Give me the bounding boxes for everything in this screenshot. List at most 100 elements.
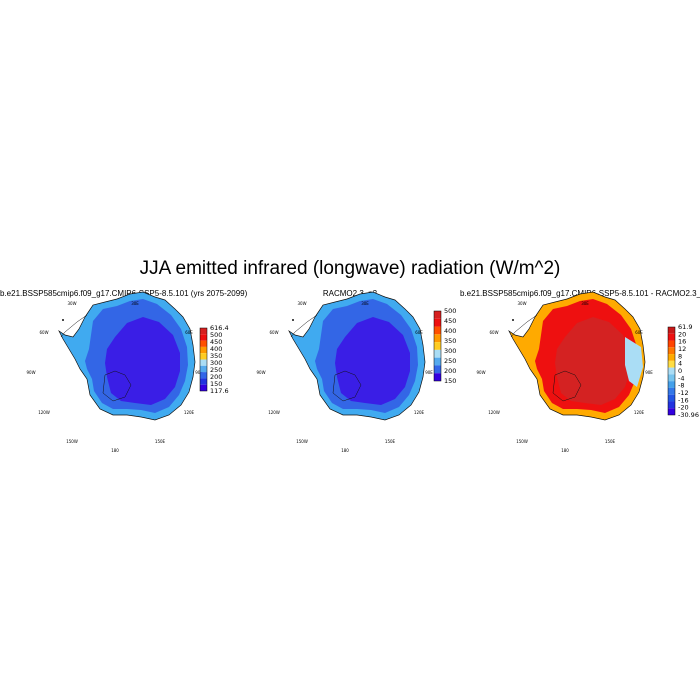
lon-label-30e: 30E	[361, 301, 369, 306]
colorbar-swatch	[668, 327, 675, 334]
lon-label-60e: 60E	[185, 330, 193, 335]
colorbar-label: 16	[678, 338, 686, 346]
colorbar-label: 400	[444, 327, 456, 335]
colorbar-swatch	[200, 372, 207, 379]
colorbar-swatch	[200, 340, 207, 347]
island-marker	[292, 319, 294, 321]
colorbar-label: -8	[678, 382, 684, 390]
antarctica-map: 30W 30E 60W 60E 90W 90E 120W 120E 150W 150E 180	[26, 291, 203, 453]
colorbar-swatch	[200, 378, 207, 385]
colorbar-label: 450	[444, 317, 456, 325]
colorbar-swatch	[668, 408, 675, 415]
colorbar-label: 8	[678, 352, 682, 360]
colorbar-swatch	[434, 365, 441, 374]
panel-title-1: b.e21.BSSP585cmip6.f09_g17.CMIP6-SSP5-8.…	[0, 289, 248, 298]
lon-label-60w: 60W	[269, 330, 278, 335]
colorbar-swatch	[434, 311, 441, 319]
colorbar-label: -12	[678, 389, 689, 397]
colorbar-swatch	[668, 347, 675, 355]
colorbar-label: 200	[210, 373, 222, 381]
lon-label-90w: 90W	[476, 370, 485, 375]
lon-label-120e: 120E	[184, 410, 195, 415]
lon-label-150w: 150W	[66, 439, 78, 444]
colorbar-swatch	[434, 373, 441, 381]
colorbar-frame	[433, 310, 442, 382]
colorbar-label: 12	[678, 345, 686, 353]
colorbar-label: 4	[678, 360, 682, 368]
colorbar-swatch	[668, 360, 675, 368]
peninsula-outline	[60, 314, 88, 338]
colorbar-swatch	[200, 328, 207, 335]
colorbar-swatch	[668, 387, 675, 395]
lon-label-90w: 90W	[256, 370, 265, 375]
lon-label-90e: 90E	[195, 370, 203, 375]
lon-label-180: 180	[561, 448, 569, 453]
antarctica-map: 30W 30E 60W 60E 90W 90E 120W 120E 150W 150E 180	[476, 291, 653, 453]
colorbar-swatch	[434, 318, 441, 327]
lon-label-30w: 30W	[517, 301, 526, 306]
lon-label-30e: 30E	[581, 301, 589, 306]
colorbar-swatch	[200, 359, 207, 366]
lon-label-30w: 30W	[297, 301, 306, 306]
peninsula-outline	[510, 314, 538, 338]
lon-label-150w: 150W	[516, 439, 528, 444]
colorbar-swatch	[200, 346, 207, 354]
colorbar-label: 500	[210, 331, 222, 339]
peninsula-outline	[290, 314, 318, 338]
map-panel-2: 30W 30E 60W 60E 90W 90E 120W 120E 150W 150E 180 500…	[256, 291, 456, 453]
lon-label-120w: 120W	[488, 410, 500, 415]
lon-label-150e: 150E	[385, 439, 396, 444]
colorbar-label: 250	[444, 357, 456, 365]
lon-label-90e: 90E	[645, 370, 653, 375]
lon-label-150w: 150W	[296, 439, 308, 444]
lon-label-90w: 90W	[26, 370, 35, 375]
lon-label-120w: 120W	[268, 410, 280, 415]
colorbar-label: 350	[444, 337, 456, 345]
colorbar-label: -16	[678, 396, 689, 404]
lon-label-120e: 120E	[414, 410, 425, 415]
colorbar-label: 400	[210, 345, 222, 353]
colorbar-swatch	[200, 384, 207, 391]
lon-label-60e: 60E	[635, 330, 643, 335]
map-panel-1: 30W 30E 60W 60E 90W 90E 120W 120E 150W 150E 180 616…	[26, 291, 229, 453]
main-title: JJA emitted infrared (longwave) radiatio…	[139, 258, 561, 279]
colorbar-label: 350	[210, 352, 222, 360]
colorbar-label: 117.6	[210, 387, 229, 395]
east-coast-fill	[625, 337, 643, 387]
lon-label-60e: 60E	[415, 330, 423, 335]
colorbar-label: 300	[444, 347, 456, 355]
colorbar-label: 616.4	[210, 324, 229, 332]
colorbar-swatch	[668, 333, 675, 341]
colorbar-label: 150	[444, 377, 456, 385]
lon-label-150e: 150E	[155, 439, 166, 444]
lon-label-180: 180	[341, 448, 349, 453]
colorbar-label: 300	[210, 359, 222, 367]
lon-label-30w: 30W	[67, 301, 76, 306]
colorbar-swatch	[668, 381, 675, 388]
colorbar-swatch	[668, 367, 675, 375]
colorbar-label: 0	[678, 367, 682, 375]
lon-label-120w: 120W	[38, 410, 50, 415]
colorbar-swatch	[200, 365, 207, 373]
island-marker	[512, 319, 514, 321]
colorbar-swatch	[668, 374, 675, 382]
lon-label-60w: 60W	[39, 330, 48, 335]
colorbar: 500 450 400 350 300 250 200 150	[433, 307, 456, 385]
panel-title-3: b.e21.BSSP585cmip6.f09_g17.CMIP6-SSP5-8.…	[460, 289, 700, 298]
colorbar-swatch	[200, 353, 207, 360]
colorbar-label: -20	[678, 404, 689, 412]
colorbar-label: 450	[210, 338, 222, 346]
lon-label-90e: 90E	[425, 370, 433, 375]
panel-title-2: RACMO2.3_p2	[322, 289, 378, 298]
map-panel-3: 30W 30E 60W 60E 90W 90E 120W 120E 150W 150E 180 61.…	[476, 291, 699, 453]
colorbar-swatch	[434, 342, 441, 350]
colorbar-swatch	[434, 326, 441, 335]
colorbar-swatch	[434, 334, 441, 343]
colorbar-swatch	[434, 357, 441, 366]
colorbar-label: -4	[678, 374, 684, 382]
colorbar-frame	[667, 326, 676, 416]
lon-label-150e: 150E	[605, 439, 616, 444]
